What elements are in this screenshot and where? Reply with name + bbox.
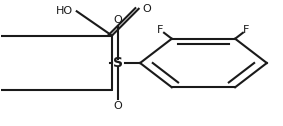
Text: F: F: [243, 25, 250, 35]
Text: HO: HO: [56, 6, 73, 16]
Text: F: F: [157, 25, 164, 35]
Text: O: O: [142, 4, 151, 14]
Text: O: O: [113, 15, 122, 25]
Text: S: S: [113, 56, 123, 70]
Text: O: O: [113, 101, 122, 111]
